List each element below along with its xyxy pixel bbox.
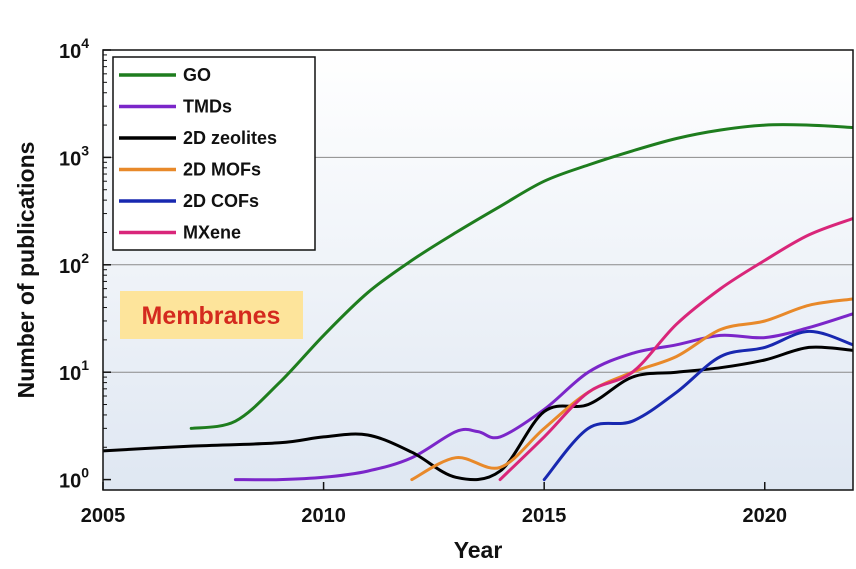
y-tick-label: 101 bbox=[59, 357, 89, 385]
membranes-annotation: Membranes bbox=[120, 291, 303, 339]
annotation-label: Membranes bbox=[142, 302, 281, 330]
y-tick-exponent: 1 bbox=[81, 357, 89, 373]
y-tick-base: 10 bbox=[59, 363, 81, 385]
y-tick-base: 10 bbox=[59, 471, 81, 493]
series-lines bbox=[103, 123, 853, 482]
y-tick-exponent: 3 bbox=[81, 142, 89, 158]
y-tick-label: 102 bbox=[59, 250, 89, 278]
y-tick-exponent: 2 bbox=[81, 250, 89, 266]
y-tick-exponent: 4 bbox=[81, 35, 89, 51]
legend-label: GO bbox=[183, 65, 211, 85]
legend-label: MXene bbox=[183, 223, 241, 243]
x-tick-label: 2020 bbox=[743, 505, 788, 527]
y-tick-label: 100 bbox=[59, 465, 89, 493]
x-axis-title: Year bbox=[454, 537, 503, 563]
y-tick-base: 10 bbox=[59, 256, 81, 278]
legend-label: 2D MOFs bbox=[183, 160, 261, 180]
series-line-tmds bbox=[233, 312, 853, 482]
series-line-go bbox=[189, 123, 853, 430]
legend-label: 2D COFs bbox=[183, 191, 259, 211]
x-tick-label: 2010 bbox=[301, 505, 346, 527]
x-tick-label: 2005 bbox=[81, 505, 126, 527]
series-line-mxene bbox=[498, 217, 853, 482]
series-line-2d-cofs bbox=[542, 329, 853, 482]
y-tick-base: 10 bbox=[59, 148, 81, 170]
legend-box bbox=[112, 56, 316, 251]
legend: GO TMDs 2D zeolites 2D MOFs 2D COFs MXene bbox=[112, 56, 316, 251]
legend-label: TMDs bbox=[183, 97, 232, 117]
series-line-2d-zeolites bbox=[103, 345, 853, 482]
y-tick-base: 10 bbox=[59, 41, 81, 63]
y-axis-title: Number of publications bbox=[13, 142, 39, 399]
y-tick-exponent: 0 bbox=[81, 465, 89, 481]
y-tick-label: 103 bbox=[59, 142, 89, 170]
y-tick-label: 104 bbox=[59, 35, 89, 63]
annotation-background bbox=[120, 291, 303, 339]
legend-label: 2D zeolites bbox=[183, 128, 277, 148]
x-tick-label: 2015 bbox=[522, 505, 567, 527]
